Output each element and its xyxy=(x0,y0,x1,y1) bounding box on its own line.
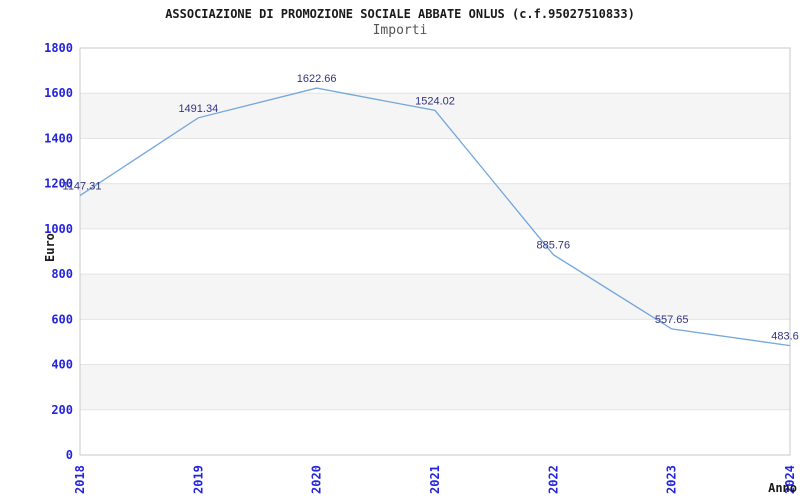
x-tick-label: 2022 xyxy=(546,465,560,494)
y-tick-label: 400 xyxy=(51,358,73,372)
x-tick-label: 2020 xyxy=(310,465,324,494)
plot-band xyxy=(80,274,790,320)
chart-title: ASSOCIAZIONE DI PROMOZIONE SOCIALE ABBAT… xyxy=(165,7,635,21)
chart-subtitle: Importi xyxy=(372,23,428,38)
x-tick-label: 2018 xyxy=(73,465,87,494)
plot-band xyxy=(80,93,790,139)
plot-band xyxy=(80,364,790,410)
data-point-label: 557.65 xyxy=(655,314,689,326)
x-tick-label: 2019 xyxy=(191,465,205,494)
x-tick-label: 2023 xyxy=(665,465,679,494)
y-tick-label: 1000 xyxy=(44,222,73,236)
y-tick-label: 600 xyxy=(51,312,73,326)
plot-border xyxy=(79,47,791,456)
plot-band xyxy=(80,183,790,229)
y-tick-label: 1800 xyxy=(44,41,73,55)
y-tick-label: 0 xyxy=(66,448,73,462)
chart-plot-area: 0 200 400 600 800 1000 1200 1400 1600 1800 2018 201… xyxy=(44,41,799,494)
data-line xyxy=(79,87,791,347)
data-point-label: 1147.31 xyxy=(63,181,102,193)
data-point-label: 1491.34 xyxy=(178,103,218,115)
y-tick-label: 200 xyxy=(51,403,73,417)
x-axis-title: Anno xyxy=(768,481,797,495)
y-tick-label: 800 xyxy=(51,267,73,281)
x-tick-label: 2024 xyxy=(783,465,797,494)
y-tick-label: 1600 xyxy=(44,86,73,100)
y-axis-title: Euro xyxy=(43,233,57,262)
data-point-label: 1524.02 xyxy=(415,95,455,107)
x-tick-label: 2021 xyxy=(428,465,442,494)
data-point-label: 483.6 xyxy=(771,331,799,343)
data-point-label: 1622.66 xyxy=(297,73,337,85)
y-tick-label: 1400 xyxy=(44,131,73,145)
y-tick-label: 1200 xyxy=(44,177,73,191)
data-point-label: 885.76 xyxy=(537,240,571,252)
